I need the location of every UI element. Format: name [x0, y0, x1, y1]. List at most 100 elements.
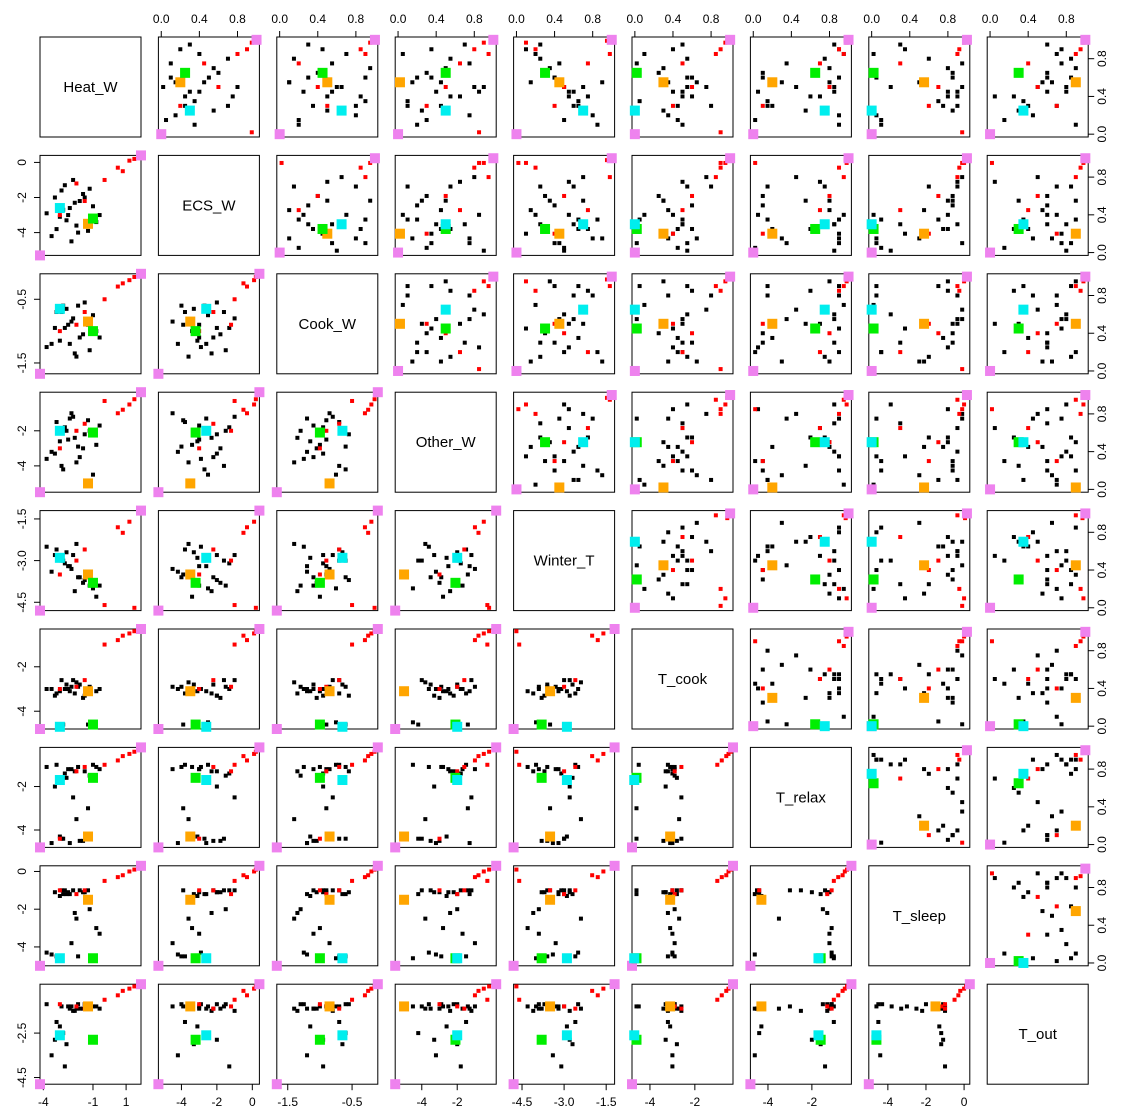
point	[337, 425, 348, 436]
point	[843, 34, 854, 45]
point	[74, 428, 79, 433]
point	[523, 40, 528, 45]
point	[305, 952, 310, 957]
point	[680, 179, 685, 184]
point	[170, 684, 175, 689]
point	[936, 477, 941, 482]
point	[670, 931, 675, 936]
point	[451, 1002, 456, 1007]
point	[685, 312, 690, 317]
point	[939, 1031, 944, 1036]
point	[232, 997, 237, 1002]
point	[298, 428, 303, 433]
point	[209, 910, 214, 915]
point	[333, 1004, 338, 1009]
right-tick-label: 0.0	[1095, 362, 1109, 379]
point	[753, 639, 758, 644]
point	[595, 758, 600, 763]
point	[190, 719, 201, 730]
point	[295, 769, 300, 774]
point	[362, 875, 367, 880]
point	[190, 953, 201, 964]
point	[694, 236, 699, 241]
point	[424, 350, 429, 355]
point	[936, 558, 941, 563]
panel-frame	[631, 510, 734, 612]
point	[945, 212, 950, 217]
point	[817, 61, 822, 66]
point	[66, 1004, 71, 1009]
point	[672, 941, 677, 946]
point	[545, 894, 556, 905]
point	[214, 890, 219, 895]
point	[252, 631, 257, 636]
point	[757, 892, 762, 897]
point	[1069, 757, 1074, 762]
point	[182, 954, 187, 959]
point	[175, 841, 180, 846]
y-tick-label: -4	[15, 706, 29, 717]
point	[136, 268, 146, 279]
point	[244, 638, 249, 643]
point	[1035, 440, 1040, 445]
point	[1059, 722, 1064, 727]
point	[66, 213, 71, 218]
point	[827, 691, 832, 696]
point	[926, 184, 931, 189]
point	[533, 165, 538, 170]
right-tick-label: 0.4	[1095, 917, 1109, 934]
point	[629, 953, 640, 964]
point	[390, 960, 401, 971]
point	[825, 1008, 830, 1013]
point	[1059, 596, 1064, 601]
point	[457, 61, 462, 66]
point	[249, 130, 254, 135]
point	[528, 208, 533, 213]
point	[539, 890, 544, 895]
panel-frame	[631, 865, 734, 967]
point	[44, 687, 49, 691]
point	[254, 268, 265, 279]
point	[440, 67, 451, 78]
point	[779, 662, 784, 667]
point	[871, 714, 876, 719]
point	[517, 997, 522, 1002]
point	[672, 769, 677, 774]
point	[432, 693, 437, 698]
point	[64, 218, 69, 223]
point	[223, 428, 228, 433]
point	[837, 75, 842, 80]
point	[690, 440, 695, 445]
point	[115, 875, 120, 880]
point	[462, 1006, 467, 1011]
point	[363, 217, 368, 222]
panel-frame	[276, 865, 379, 967]
point	[715, 762, 720, 767]
panel-frame	[631, 391, 734, 493]
point	[57, 1024, 62, 1029]
point	[672, 764, 677, 769]
point	[308, 834, 313, 839]
point	[634, 888, 639, 893]
point	[416, 892, 421, 897]
variable-name: T_sleep	[893, 908, 946, 925]
point	[680, 122, 685, 127]
point	[822, 56, 827, 61]
point	[82, 421, 87, 426]
point	[185, 686, 196, 697]
x-tick-label: -4	[416, 1095, 427, 1109]
point	[452, 775, 463, 786]
point	[661, 440, 666, 445]
panel-frame	[394, 865, 497, 967]
panel-frame	[868, 628, 971, 730]
point	[87, 427, 98, 438]
point	[175, 1053, 180, 1058]
point	[232, 603, 237, 608]
point	[962, 596, 967, 601]
point	[950, 463, 955, 468]
point	[548, 806, 553, 811]
point	[291, 184, 296, 189]
top-tick-label: 0.8	[466, 12, 483, 26]
point	[930, 1001, 941, 1012]
point	[581, 85, 586, 89]
